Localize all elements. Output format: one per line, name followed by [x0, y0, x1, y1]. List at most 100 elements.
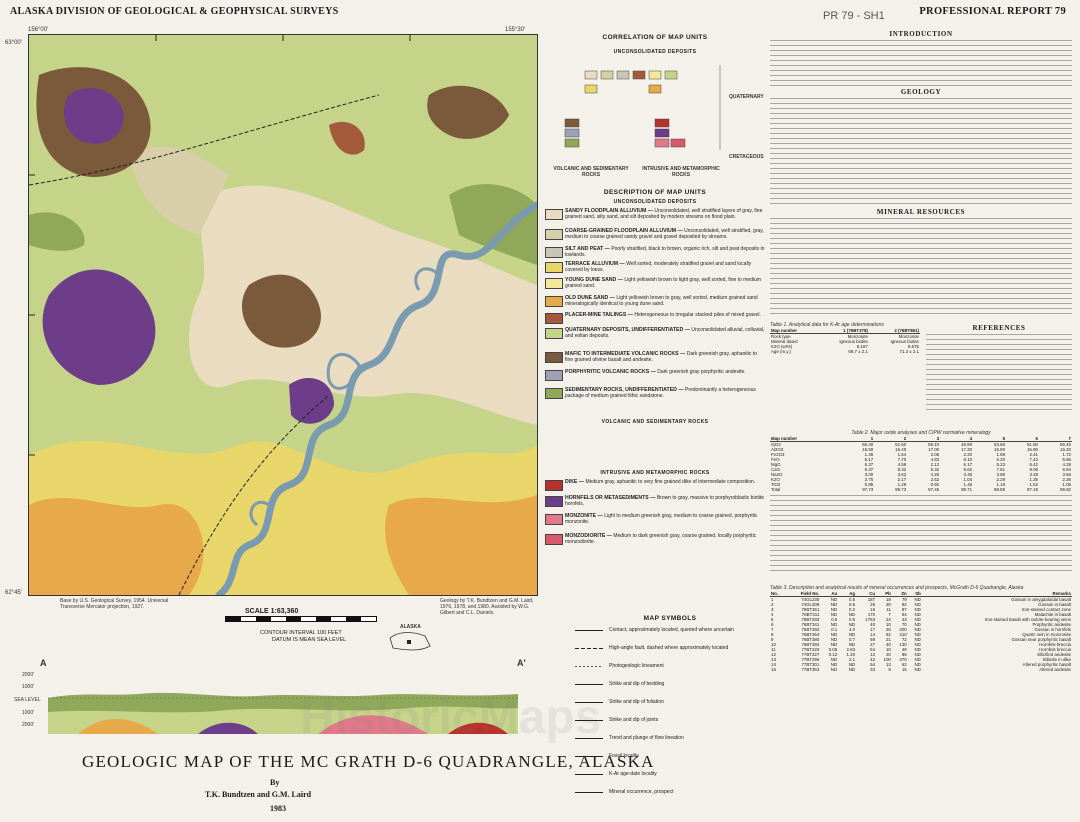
table-cell: ND	[848, 662, 856, 667]
table-cell: ND	[914, 602, 921, 607]
text-column: INTRODUCTION GEOLOGY MINERAL RESOURCES T…	[770, 28, 1072, 672]
table-cell: 76BT341	[801, 622, 820, 627]
table-cell: 2.63	[846, 647, 856, 652]
table-cell: ND	[848, 622, 856, 627]
table-row: 10 76BT384 ND ND 27 40 130 ND Hornfels breccia	[770, 642, 1072, 647]
correlation-chart	[564, 65, 721, 150]
unit-text: Light yellowish brown to gray, well sort…	[565, 295, 758, 307]
table-cell: 42	[870, 657, 876, 662]
table-cell: 100	[883, 657, 891, 662]
desc-title: DESCRIPTION OF MAP UNITS	[603, 189, 707, 196]
table-cell: 75BT351	[801, 607, 820, 612]
map-title: GEOLOGIC MAP OF THE MC GRATH D-6 QUADRAN…	[82, 752, 655, 771]
table-cell: 10	[885, 622, 891, 627]
title-by: By	[270, 778, 280, 787]
table-cell: Gossan in amygdaloidal basalt	[1011, 597, 1071, 602]
table-cell: 3.86	[996, 472, 1006, 477]
unit-name: SEDIMENTARY ROCKS, UNDIFFERENTIATED —	[565, 387, 685, 393]
unit-name: PORPHYRITIC VOLCANIC ROCKS —	[565, 369, 658, 375]
table-cell: 74GL230	[801, 597, 820, 602]
table-cell: 7	[771, 627, 774, 632]
table-cell: ND	[914, 662, 921, 667]
table-cell: 76BT311	[801, 612, 820, 617]
table-cell: 2.62	[930, 477, 940, 482]
unit-description: QUATERNARY DEPOSITS, UNDIFFERENTIATED — …	[565, 327, 765, 339]
section-a: A	[40, 658, 47, 668]
table-cell: CaO	[771, 467, 781, 472]
correlation-title: CORRELATION OF MAP UNITS	[602, 34, 708, 41]
table-row: MgO 6.37 4.59 2.12 6.17 5.23 6.42 4.28	[770, 462, 1072, 467]
table-row: 6 76BT341 ND ND 40 10 70 ND Porphyritic andesite	[770, 622, 1072, 627]
table-header-cell: 1 (76BT378)	[817, 328, 869, 334]
unit-text: Poorly stratified, black to brown, organ…	[565, 246, 765, 258]
table-cell: 17	[870, 627, 876, 632]
table-cell: 1	[771, 597, 774, 602]
table-cell: 2.12	[930, 462, 940, 467]
table-cell: 4.59	[897, 462, 907, 467]
unit-description: TERRACE ALLUVIUM — Well sorted, moderate…	[565, 261, 765, 273]
unit-text: Predominantly a heterogeneous package of…	[565, 387, 756, 399]
table-cell: 76BT380	[801, 637, 820, 642]
unit-name: DIKE —	[565, 479, 586, 485]
table-cell: 1.18	[996, 482, 1006, 487]
table-cell: 14	[771, 662, 776, 667]
table-cell: ND	[914, 632, 921, 637]
table-cell: 10	[885, 647, 891, 652]
table-cell: 21	[885, 637, 891, 642]
unit-swatch	[545, 534, 563, 545]
table-cell: Monzonite	[898, 334, 919, 339]
table-cell: 0.5	[848, 602, 856, 607]
table-cell: 51.50	[1026, 442, 1038, 447]
table-cell: ND	[830, 642, 838, 647]
table-cell: Altered porphyritic basalt	[1022, 662, 1071, 667]
coord-top-left-lat: 63°00'	[5, 40, 22, 46]
table-cell: 48	[901, 647, 907, 652]
table-cell: 1.20	[846, 652, 856, 657]
table-row: 4 76BT311 ND ND 170 7 54 ND Malachite in basalt	[770, 612, 1072, 617]
table-header-cell: 4	[940, 436, 974, 442]
table-cell: 410	[899, 632, 907, 637]
unit-description: SANDY FLOODPLAIN ALLUVIUM — Unconsolidat…	[565, 208, 765, 220]
desc-uncons-title: UNCONSOLIDATED DEPOSITS	[613, 199, 697, 205]
table-cell: 200	[899, 627, 907, 632]
table-row: Al2O3 15.60 16.40 17.00 17.30 16.80 15.90 16.20	[770, 447, 1072, 452]
table-cell: 0.92	[930, 482, 940, 487]
table-cell: ND	[848, 667, 856, 672]
symbol-glyph	[575, 630, 603, 631]
table-row: Rock type Monzonite Monzonite	[770, 334, 920, 340]
geologic-map[interactable]	[28, 34, 538, 596]
unit-name: YOUNG DUNE SAND —	[565, 277, 625, 283]
section-a-prime: A'	[517, 658, 526, 668]
table-cell: Malachite in basalt	[1034, 612, 1071, 617]
table-cell: 17.30	[961, 447, 973, 452]
elev-label-2: 1000'	[22, 684, 35, 690]
references-heading: REFERENCES	[972, 324, 1026, 332]
table-cell: 16.20	[1060, 447, 1071, 452]
table-cell: 49.90	[961, 442, 973, 447]
sheet-reference: PR 79 - SH1	[823, 10, 885, 22]
table-cell: 9.06	[1029, 467, 1038, 472]
table-row: 15 77BT363 ND ND 33 9 15 ND Altered andesite	[770, 667, 1072, 672]
table-cell: Fe2O3	[771, 452, 785, 457]
table-cell: Gossan in basalt	[1038, 602, 1071, 607]
table-cell: 1.05	[1062, 482, 1071, 487]
table-kar-ages: Map number 1 (76BT378) 2 (76BT861) Rock typ…	[770, 328, 920, 354]
unit-text: Medium to dark greenish gray, coarse gra…	[565, 533, 757, 545]
table-cell: 3.56	[1062, 472, 1071, 477]
table-cell: Gossan in hornfels	[1034, 627, 1071, 632]
table-cell: 6.42	[1029, 462, 1038, 467]
unit-description: PORPHYRITIC VOLCANIC ROCKS — Dark greeni…	[565, 369, 765, 376]
table-cell: 3	[771, 607, 774, 612]
symbol-glyph	[575, 792, 603, 793]
table-cell: 0.1	[831, 627, 838, 632]
unit-swatch	[545, 313, 563, 324]
table-cell: Age (m.y.)	[771, 349, 791, 354]
table-cell: 1.04	[963, 477, 973, 482]
table-cell: 2.36	[1062, 477, 1071, 482]
table-cell: MgO	[771, 462, 781, 467]
cretaceous-label: CRETACEOUS	[729, 154, 764, 160]
table-header-cell: 6	[1006, 436, 1039, 442]
table-cell: 3.46	[963, 472, 973, 477]
legend-panel: CORRELATION OF MAP UNITS UNCONSOLIDATED …	[545, 34, 765, 714]
table-cell: 87	[901, 607, 907, 612]
